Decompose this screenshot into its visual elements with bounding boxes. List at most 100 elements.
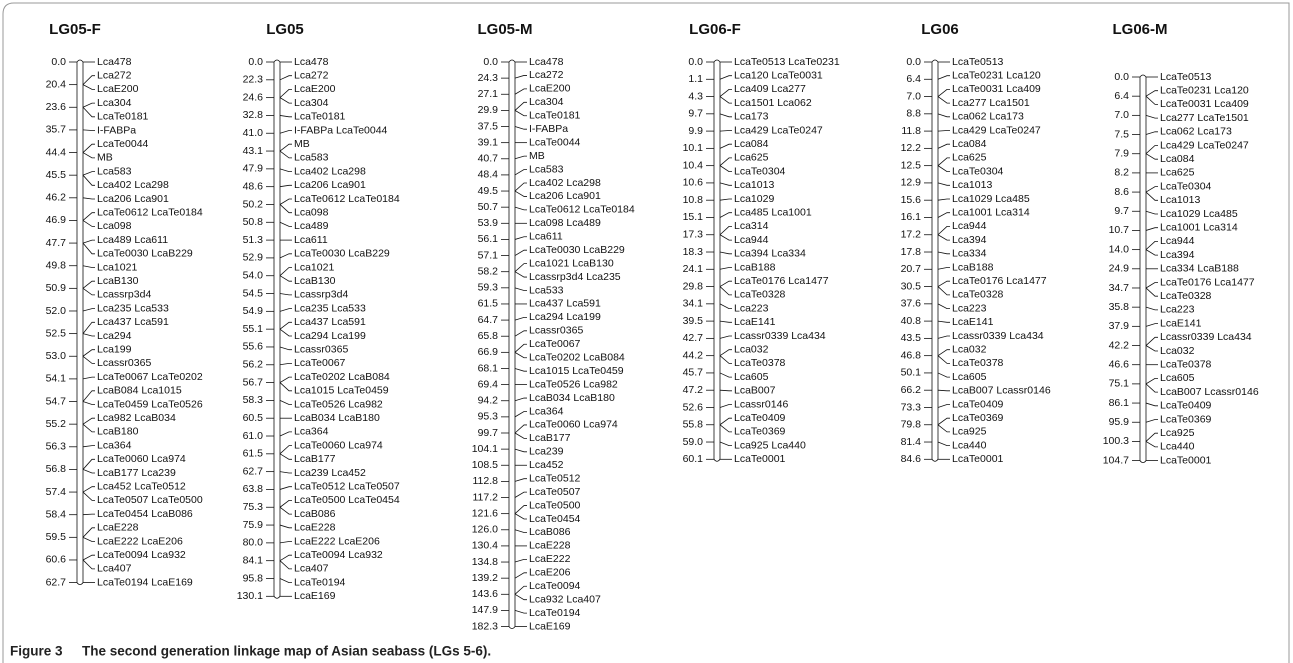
marker-link (514, 101, 527, 111)
marker-label: Lca294 (97, 330, 132, 342)
marker-label: Lca1029 Lca485 (1160, 208, 1238, 220)
position-label: 35.7 (46, 124, 67, 136)
marker-label: LcaTe0194 (294, 576, 346, 588)
position-label: 42.7 (683, 332, 704, 344)
marker-label: Lca429 LcaTe0247 (1160, 139, 1249, 151)
position-label: 35.8 (1109, 301, 1130, 313)
marker-label: LcaTe0031 Lca409 (1160, 98, 1249, 110)
position-label: 10.1 (683, 142, 704, 154)
position-label: 1.1 (688, 73, 703, 85)
marker-label: Lca032 (734, 343, 769, 355)
marker-label: LcaTe0454 (529, 513, 581, 525)
marker-label: Lca206 Lca901 (529, 190, 601, 202)
position-label: 37.6 (901, 298, 922, 310)
marker-label: LcaE169 (294, 590, 336, 602)
marker-label: Lca478 (529, 56, 564, 68)
marker-link (719, 113, 732, 118)
group-title: LG06 (921, 21, 959, 38)
marker-label: LcaTe0409 (1160, 400, 1212, 412)
marker-label: Lca925 Lca440 (734, 439, 806, 451)
marker-label: LcaE141 (734, 316, 776, 328)
marker-link (279, 75, 292, 81)
position-label: 42.2 (1109, 339, 1130, 351)
marker-label: LcaE228 (294, 522, 336, 534)
position-label: 30.5 (901, 280, 922, 292)
marker-label: LcaE222 (529, 553, 571, 565)
marker-link (1145, 282, 1158, 289)
marker-link (279, 150, 292, 159)
marker-label: LcaB188 (952, 261, 994, 273)
marker-link (279, 275, 292, 282)
position-label: 47.9 (243, 163, 264, 175)
marker-link (937, 349, 950, 356)
position-label: 126.0 (472, 524, 498, 536)
marker-link (82, 321, 95, 334)
marker-label: LcaTe0409 (952, 398, 1004, 410)
position-label: 104.7 (1103, 454, 1129, 466)
marker-link (82, 401, 95, 405)
marker-label: LcaTe0176 Lca1477 (734, 275, 829, 287)
position-label: 47.7 (46, 237, 67, 249)
marker-link (1145, 210, 1158, 215)
position-label: 100.3 (1103, 435, 1129, 447)
marker-link (82, 469, 95, 474)
marker-link (514, 343, 527, 353)
marker-link (279, 363, 292, 366)
marker-label: Lca452 LcaTe0512 (97, 480, 186, 492)
marker-label: LcaTe0500 (529, 499, 581, 511)
marker-link (937, 320, 950, 323)
marker-label: Lcassr0365 (97, 357, 151, 369)
marker-label: LcaTe0001 (734, 453, 786, 465)
marker-link (1145, 287, 1158, 297)
marker-label: Lca239 (529, 446, 564, 458)
position-label: 20.4 (46, 78, 67, 90)
position-label: 104.1 (472, 443, 498, 455)
marker-label: LcaTe0369 (952, 412, 1004, 424)
position-label: 18.3 (683, 246, 704, 258)
marker-label: Lca605 (734, 371, 769, 383)
marker-link (719, 303, 732, 309)
position-label: 48.6 (243, 180, 264, 192)
marker-label: Lca304 (294, 97, 329, 109)
position-label: 45.7 (683, 367, 704, 379)
position-label: 95.9 (1109, 416, 1130, 428)
marker-link (82, 197, 95, 200)
position-label: 7.9 (1114, 148, 1129, 160)
position-label: 8.2 (1114, 167, 1129, 179)
marker-link (937, 417, 950, 426)
marker-label: Lca625 (734, 152, 769, 164)
group-title: LG05-F (49, 21, 101, 38)
marker-label: LcaTe0181 (97, 111, 149, 123)
marker-label: Lca394 (952, 234, 987, 246)
position-label: 29.8 (683, 280, 704, 292)
marker-label: LcaB177 Lca239 (97, 467, 176, 479)
marker-label: Lca1013 (734, 179, 774, 191)
marker-label: Lca364 (529, 405, 564, 417)
marker-label: Lca583 (294, 152, 329, 164)
marker-link (279, 293, 292, 296)
position-label: 62.7 (46, 576, 67, 588)
marker-label: LcaTe0304 (734, 165, 786, 177)
marker-link (937, 75, 950, 80)
marker-link (937, 251, 950, 255)
position-label: 75.1 (1109, 378, 1130, 390)
position-label: 6.4 (906, 73, 921, 85)
position-label: 130.1 (237, 590, 263, 602)
marker-label: Lca235 Lca533 (97, 302, 169, 314)
marker-link (719, 143, 732, 149)
marker-link (719, 130, 732, 132)
marker-label: Lca272 (97, 69, 132, 81)
marker-label: LcaTe0181 (529, 110, 581, 122)
chromosome (508, 59, 516, 629)
position-label: 134.8 (472, 556, 498, 568)
marker-label: LcaTe0231 Lca120 (952, 69, 1041, 81)
marker-label: Lca489 (294, 220, 329, 232)
marker-link (279, 506, 292, 515)
marker-label: LcaTe0378 (734, 357, 786, 369)
position-label: 0.0 (483, 56, 498, 68)
position-label: 7.0 (1114, 109, 1129, 121)
marker-label: LcaTe0304 (952, 165, 1004, 177)
marker-link (719, 349, 732, 356)
marker-label: LcaTe0304 (1160, 180, 1212, 192)
position-label: 10.8 (683, 194, 704, 206)
